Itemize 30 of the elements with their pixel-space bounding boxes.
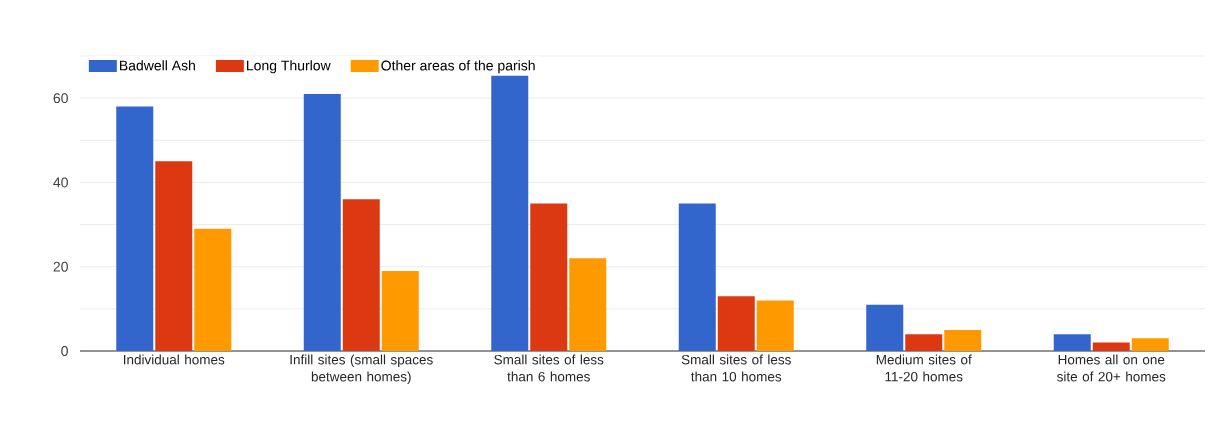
x-tick-label: Medium sites of 11-20 homes xyxy=(876,354,972,382)
x-tick-label: Individual homes xyxy=(123,354,225,365)
bar xyxy=(905,334,943,351)
x-tick-label: Infill sites (small spaces between homes) xyxy=(290,354,433,385)
bar xyxy=(569,258,607,351)
bar xyxy=(678,203,716,351)
bar xyxy=(717,296,755,351)
y-tick-label: 40 xyxy=(53,177,68,188)
legend-label: Long Thurlow xyxy=(247,60,331,74)
bar xyxy=(342,199,380,351)
y-tick-label: 20 xyxy=(53,261,68,272)
x-tick-label: Small sites of less than 6 homes xyxy=(494,354,604,382)
bar xyxy=(756,300,794,351)
bar xyxy=(1131,338,1169,351)
bar xyxy=(194,228,232,351)
bar xyxy=(116,106,154,351)
y-tick-label: 60 xyxy=(53,93,68,104)
bar xyxy=(530,203,568,351)
bar xyxy=(1092,342,1130,351)
bar xyxy=(866,304,904,351)
legend-label: Badwell Ash xyxy=(119,60,195,71)
x-tick-label: Small sites of less than 10 homes xyxy=(681,354,791,382)
bar xyxy=(303,93,341,351)
legend-label: Other areas of the parish xyxy=(381,60,535,74)
y-tick-label: 0 xyxy=(61,346,68,356)
bar xyxy=(381,270,419,351)
bar xyxy=(944,329,982,351)
x-tick-label: Homes all on one site of 20+ homes xyxy=(1057,354,1166,382)
bar xyxy=(155,161,193,351)
bar xyxy=(1053,334,1091,351)
